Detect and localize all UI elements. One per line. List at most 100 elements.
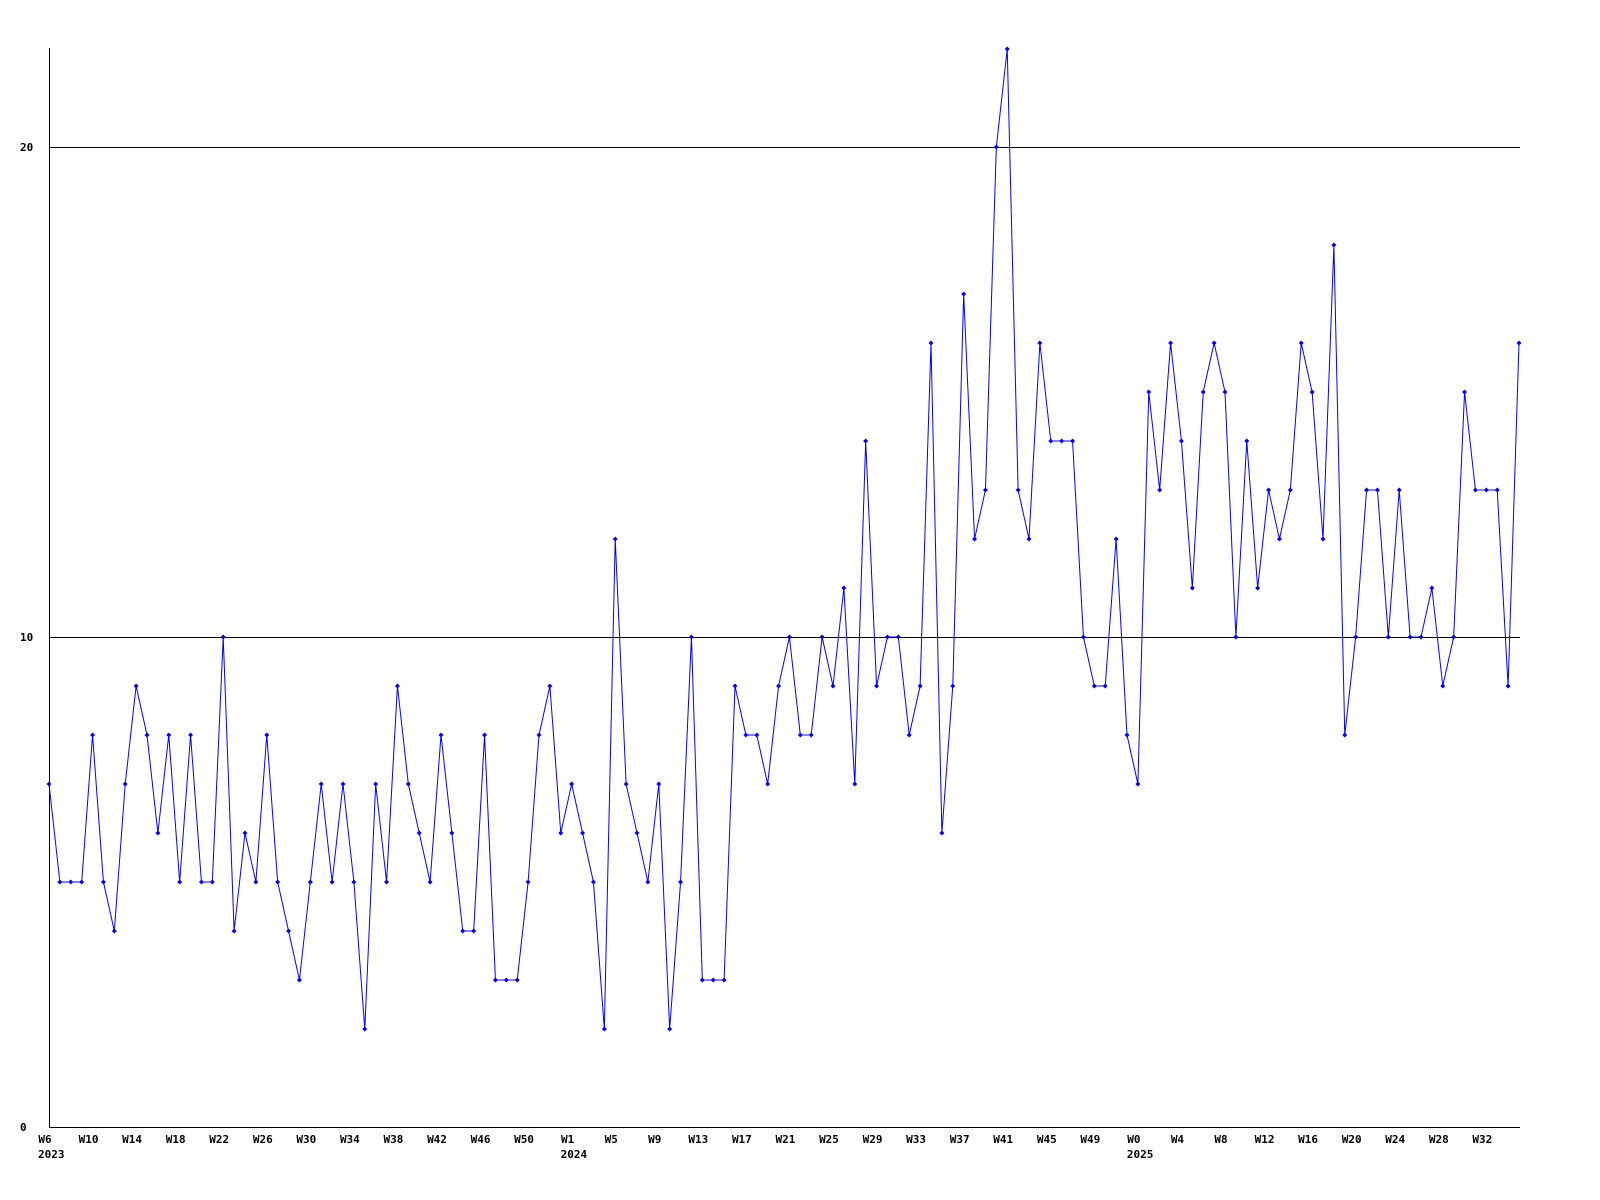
point-marker [340, 781, 346, 787]
x-tick-label: W17 [732, 1133, 752, 1146]
point-marker [688, 634, 694, 640]
point-marker [155, 830, 161, 836]
x-tick-label: W49 [1080, 1133, 1100, 1146]
x-tick-label: W16 [1298, 1133, 1318, 1146]
point-marker [57, 879, 63, 885]
x-tick-label: W30 [296, 1133, 316, 1146]
point-marker [492, 977, 498, 983]
point-marker [438, 732, 444, 738]
point-marker [1483, 487, 1489, 493]
point-marker [1418, 634, 1424, 640]
x-tick-label: W50 [514, 1133, 534, 1146]
point-marker [830, 683, 836, 689]
point-marker [699, 977, 705, 983]
point-marker [917, 683, 923, 689]
point-marker [721, 977, 727, 983]
point-marker [993, 144, 999, 150]
point-marker [1385, 634, 1391, 640]
point-marker [1004, 46, 1010, 52]
point-marker [275, 879, 281, 885]
point-marker [863, 438, 869, 444]
point-marker [231, 928, 237, 934]
point-marker [1048, 438, 1054, 444]
point-marker [536, 732, 542, 738]
point-marker [765, 781, 771, 787]
point-marker [1080, 634, 1086, 640]
point-marker [416, 830, 422, 836]
point-marker [580, 830, 586, 836]
point-marker [841, 585, 847, 591]
point-marker [1396, 487, 1402, 493]
series-line [48, 48, 1520, 1030]
point-marker [264, 732, 270, 738]
point-marker [1374, 487, 1380, 493]
point-marker [1516, 340, 1522, 346]
year-label: 2023 [38, 1148, 65, 1161]
point-marker [427, 879, 433, 885]
x-tick-label: W9 [648, 1133, 661, 1146]
point-marker [384, 879, 390, 885]
point-marker [46, 781, 52, 787]
point-marker [329, 879, 335, 885]
point-marker [1124, 732, 1130, 738]
x-tick-label: W18 [166, 1133, 186, 1146]
point-marker [656, 781, 662, 787]
point-marker [1287, 487, 1293, 493]
x-tick-label: W1 [561, 1133, 575, 1146]
point-marker [961, 291, 967, 297]
point-marker [1026, 536, 1032, 542]
point-marker [220, 634, 226, 640]
point-marker [808, 732, 814, 738]
year-label: 2024 [561, 1148, 588, 1161]
point-marker [819, 634, 825, 640]
point-marker [1342, 732, 1348, 738]
x-tick-label: W45 [1037, 1133, 1057, 1146]
point-marker [471, 928, 477, 934]
x-tick-label: W4 [1171, 1133, 1185, 1146]
point-marker [90, 732, 96, 738]
point-marker [1189, 585, 1195, 591]
point-marker [678, 879, 684, 885]
point-marker [1298, 340, 1304, 346]
point-marker [1070, 438, 1076, 444]
x-tick-label: W25 [819, 1133, 839, 1146]
point-marker [939, 830, 945, 836]
point-marker [874, 683, 880, 689]
point-marker [1113, 536, 1119, 542]
x-tick-label: W37 [950, 1133, 970, 1146]
point-marker [1440, 683, 1446, 689]
point-marker [188, 732, 194, 738]
point-marker [972, 536, 978, 542]
point-marker [1331, 242, 1337, 248]
x-tick-label: W26 [253, 1133, 273, 1146]
x-tick-label: W14 [122, 1133, 142, 1146]
point-marker [895, 634, 901, 640]
point-marker [296, 977, 302, 983]
point-marker [253, 879, 259, 885]
point-marker [318, 781, 324, 787]
point-marker [144, 732, 150, 738]
point-marker [1157, 487, 1163, 493]
point-marker [1102, 683, 1108, 689]
point-marker [558, 830, 564, 836]
point-marker [634, 830, 640, 836]
x-tick-label: W0 [1127, 1133, 1140, 1146]
point-marker [1353, 634, 1359, 640]
point-marker [242, 830, 248, 836]
point-marker [623, 781, 629, 787]
point-marker [177, 879, 183, 885]
x-tick-label: W38 [384, 1133, 404, 1146]
point-marker [797, 732, 803, 738]
point-marker [612, 536, 618, 542]
x-tick-label: W33 [906, 1133, 926, 1146]
point-marker [68, 879, 74, 885]
x-tick-label: W22 [209, 1133, 229, 1146]
point-marker [1505, 683, 1511, 689]
point-marker [394, 683, 400, 689]
point-marker [743, 732, 749, 738]
point-marker [122, 781, 128, 787]
x-tick-label: W42 [427, 1133, 447, 1146]
y-tick-label: 10 [20, 631, 33, 644]
